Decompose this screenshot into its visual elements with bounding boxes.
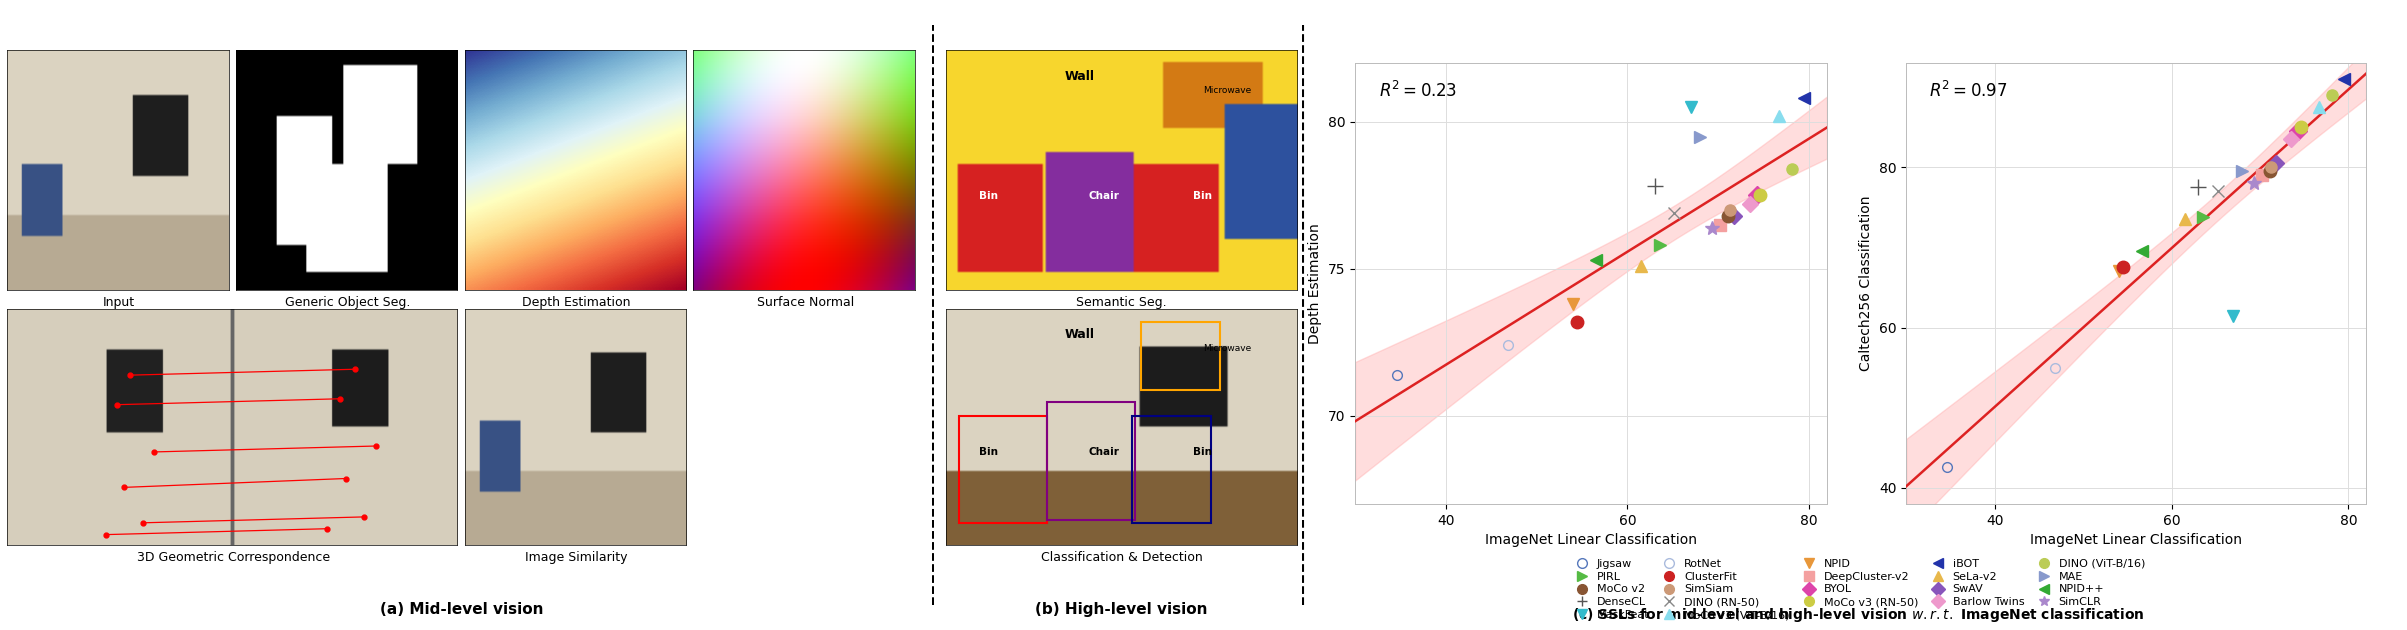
Y-axis label: Depth Estimation: Depth Estimation [1309,223,1321,344]
Text: (c) SSLs for mid-level and high-level vision $\mathit{w.r.t.}$ ImageNet classifi: (c) SSLs for mid-level and high-level vi… [1572,605,2145,624]
Text: Microwave: Microwave [1204,86,1252,95]
Bar [1141,322,1220,390]
Text: Surface Normal: Surface Normal [756,296,854,309]
Text: (a) Mid-level vision: (a) Mid-level vision [380,602,544,617]
Y-axis label: Caltech256 Classification: Caltech256 Classification [1861,196,1873,371]
Legend: Jigsaw, PIRL, MoCo v2, DenseCL, MaskFeat, RotNet, ClusterFit, SimSiam, DINO (RN-: Jigsaw, PIRL, MoCo v2, DenseCL, MaskFeat… [1567,554,2149,624]
Text: Input: Input [104,296,135,309]
Bar [1047,402,1134,520]
Text: $R^2 = 0.97$: $R^2 = 0.97$ [1930,81,2007,101]
Text: Semantic Seg.: Semantic Seg. [1076,296,1167,309]
X-axis label: ImageNet Linear Classification: ImageNet Linear Classification [1485,533,1697,547]
Text: 3D Geometric Correspondence: 3D Geometric Correspondence [137,551,330,564]
Text: Bin: Bin [980,191,996,201]
Text: Bin: Bin [1194,447,1213,457]
Text: Chair: Chair [1088,447,1119,457]
Text: Bin: Bin [980,447,996,457]
Text: Wall: Wall [1064,69,1095,83]
Bar [1131,416,1211,523]
Text: (b) High-level vision: (b) High-level vision [1035,602,1208,617]
Text: Generic Object Seg.: Generic Object Seg. [284,296,412,309]
Text: Wall: Wall [1064,328,1095,341]
Text: $R^2 = 0.23$: $R^2 = 0.23$ [1379,81,1456,101]
Text: Image Similarity: Image Similarity [525,551,628,564]
Text: Depth Estimation: Depth Estimation [522,296,631,309]
Text: Classification & Detection: Classification & Detection [1040,551,1204,564]
X-axis label: ImageNet Linear Classification: ImageNet Linear Classification [2029,533,2243,547]
Text: Microwave: Microwave [1204,344,1252,353]
Text: Chair: Chair [1088,191,1119,201]
Bar [958,416,1047,523]
Text: Bin: Bin [1194,191,1213,201]
